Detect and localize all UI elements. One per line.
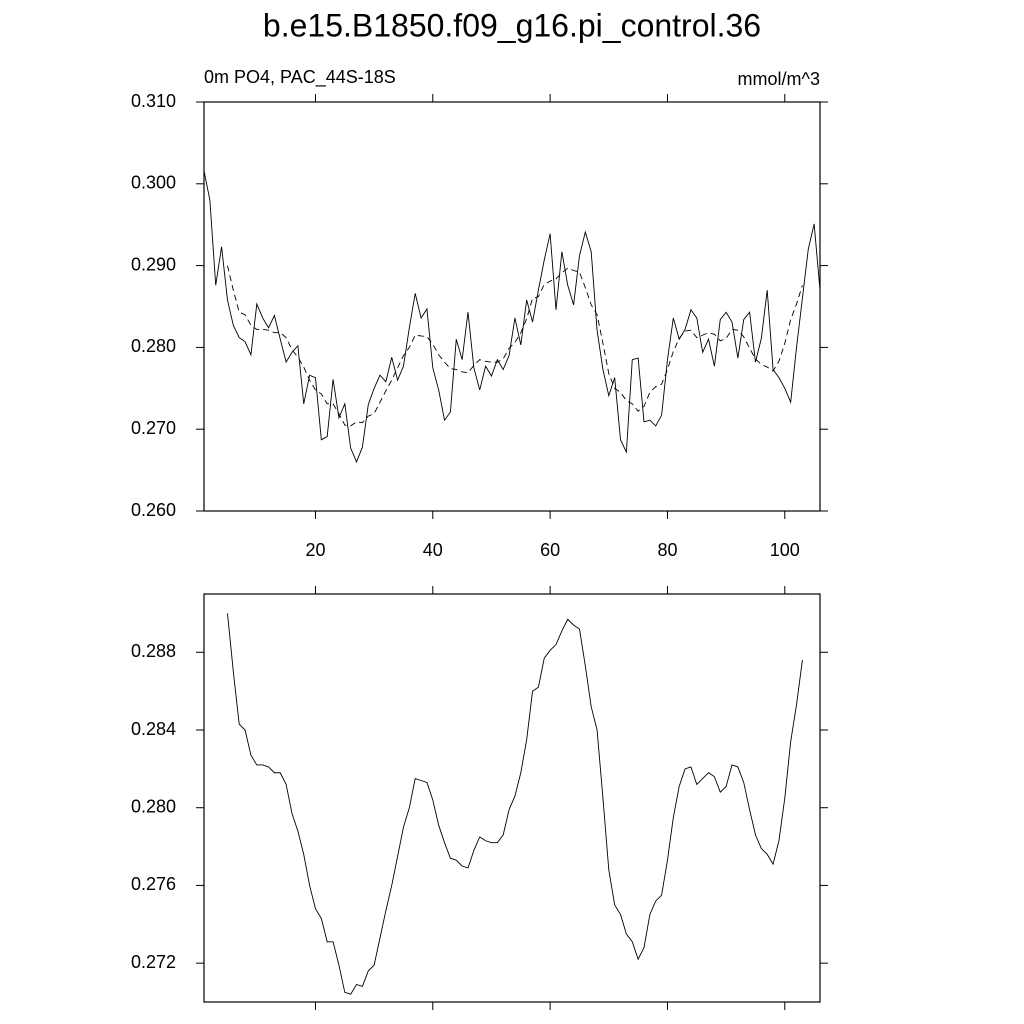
data-line xyxy=(227,613,803,995)
y-tick-label: 0.260 xyxy=(131,500,176,520)
subtitle: 0m PO4, PAC_44S-18S xyxy=(204,67,396,88)
y-tick-label: 0.290 xyxy=(131,254,176,274)
y-tick-label: 0.276 xyxy=(131,874,176,894)
units: mmol/m^3 xyxy=(738,69,820,89)
data-line xyxy=(203,170,821,464)
y-tick-label: 0.284 xyxy=(131,719,176,739)
y-tick-label: 0.280 xyxy=(131,796,176,816)
x-tick-label: 100 xyxy=(770,540,800,560)
plot-frame xyxy=(203,593,821,1003)
chart-title: b.e15.B1850.f09_g16.pi_control.36 xyxy=(263,7,761,43)
x-tick-label: 20 xyxy=(305,540,325,560)
data-line xyxy=(227,265,803,427)
x-tick-label: 60 xyxy=(540,540,560,560)
x-tick-label: 40 xyxy=(423,540,443,560)
y-tick-label: 0.288 xyxy=(131,641,176,661)
y-tick-label: 0.270 xyxy=(131,418,176,438)
y-tick-label: 0.272 xyxy=(131,952,176,972)
plot-frame xyxy=(203,101,821,512)
x-tick-label: 80 xyxy=(657,540,677,560)
y-tick-label: 0.300 xyxy=(131,173,176,193)
y-tick-label: 0.310 xyxy=(131,91,176,111)
y-tick-label: 0.280 xyxy=(131,336,176,356)
